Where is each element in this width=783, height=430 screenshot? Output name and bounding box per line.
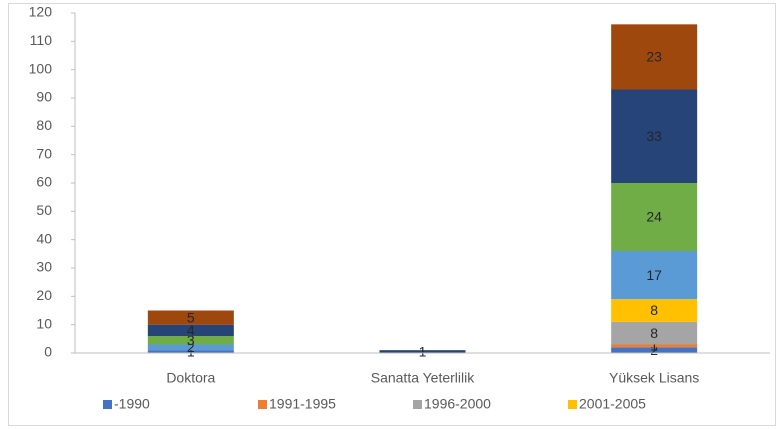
bar-segment [611,24,698,90]
y-tick-label: 90 [36,89,52,105]
legend-swatch [258,400,267,409]
bar-segment [611,321,698,345]
legend-label: -1990 [114,396,150,412]
y-tick-label: 50 [36,202,52,218]
bar-segment [611,344,698,348]
legend-swatch [413,400,422,409]
bar-segment [147,336,234,345]
bar-segment [379,350,466,353]
bar-segment [611,251,698,300]
bar-segment [611,183,698,251]
y-tick-label: 40 [36,230,52,246]
data-label: 17 [646,267,662,283]
data-label: 5 [187,309,195,325]
bar-segment [147,350,234,353]
data-label: 1 [419,343,427,359]
legend-swatch [103,400,112,409]
bar-segment [147,344,234,351]
data-label: 8 [650,325,658,341]
y-tick-label: 0 [44,344,52,360]
y-tick-label: 100 [29,60,53,76]
y-tick-label: 30 [36,259,52,275]
y-tick-label: 120 [29,4,53,20]
legend-label: 2001-2005 [579,396,646,412]
legend-swatch [568,400,577,409]
data-label: 3 [187,332,195,348]
data-label: 8 [650,302,658,318]
data-label: 23 [646,49,662,65]
y-tick-label: 70 [36,145,52,161]
data-label: 2 [187,339,195,355]
x-tick-label: Yüksek Lisans [609,370,699,386]
y-tick-label: 110 [30,32,53,48]
x-tick-label: Sanatta Yeterlilik [371,370,476,386]
data-label: 1 [650,338,658,354]
data-label: 33 [646,128,662,144]
data-label: 1 [187,343,195,359]
x-tick-label: Doktora [166,370,215,386]
bar-segment [611,299,698,322]
y-tick-label: 20 [36,287,52,303]
bar-segment [611,347,698,353]
bar-segment [147,310,234,325]
y-tick-label: 60 [36,174,52,190]
y-tick-label: 10 [36,315,52,331]
legend-label: 1991-1995 [269,396,336,412]
data-label: 24 [646,209,662,225]
y-tick-label: 80 [36,117,52,133]
bar-segment [147,324,234,336]
bar-segment [611,89,698,183]
data-label: 2 [650,342,658,358]
legend-label: 1996-2000 [424,396,491,412]
data-label: 4 [187,322,195,338]
